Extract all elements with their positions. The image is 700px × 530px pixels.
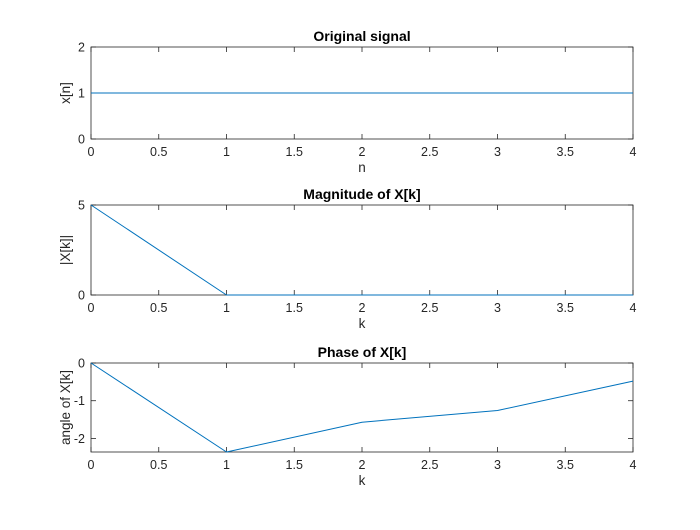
phase-xtick-label: 1 (223, 458, 230, 472)
original-signal-xlabel: n (358, 160, 366, 175)
phase-xtick-label: 3 (494, 458, 501, 472)
subplot-phase: 0 0.5 1 1.5 2 2.5 3 3.5 4 -2 -1 0 Phase of X[k] k angl… (58, 344, 637, 488)
magnitude-xtick-label: 2.5 (421, 301, 438, 315)
magnitude-xtick-label: 2 (359, 301, 366, 315)
original-signal-xtick-label: 4 (630, 145, 637, 159)
original-signal-xtick-label: 1 (223, 145, 230, 159)
phase-xtick-label: 1.5 (286, 458, 303, 472)
phase-xtick-label: 2.5 (421, 458, 438, 472)
original-signal-ytick-label: 1 (78, 87, 85, 101)
phase-ytick-label: 0 (78, 357, 85, 371)
phase-ytick-label: -2 (74, 432, 85, 446)
subplot-magnitude: 0 0.5 1 1.5 2 2.5 3 3.5 4 0 5 Magnitude of X[k] k |X[… (58, 186, 637, 331)
original-signal-ytick-label: 0 (78, 133, 85, 147)
magnitude-xtick-label: 3.5 (557, 301, 574, 315)
original-signal-xtick-label: 2.5 (421, 145, 438, 159)
magnitude-xtick-label: 0.5 (150, 301, 167, 315)
original-signal-title: Original signal (313, 28, 410, 44)
phase-xtick-label: 3.5 (557, 458, 574, 472)
phase-xlabel: k (359, 473, 366, 488)
original-signal-xtick-label: 3 (494, 145, 501, 159)
magnitude-xtick-label: 1 (223, 301, 230, 315)
original-signal-ylabel: x[n] (58, 82, 73, 104)
original-signal-xtick-label: 0.5 (150, 145, 167, 159)
phase-series-line (90, 362, 634, 453)
phase-xtick-label: 0.5 (150, 458, 167, 472)
magnitude-series-line (90, 204, 633, 296)
phase-ytick-label: -1 (74, 394, 85, 408)
phase-xtick-label: 2 (359, 458, 366, 472)
phase-xtick-label: 0 (88, 458, 95, 472)
magnitude-xtick-label: 1.5 (286, 301, 303, 315)
magnitude-xtick-label: 3 (494, 301, 501, 315)
subplot-original-signal: 0 0.5 1 1.5 2 2.5 3 3.5 4 0 1 2 Original signal n x[n] (58, 28, 637, 175)
original-signal-xtick-label: 1.5 (286, 145, 303, 159)
magnitude-xlabel: k (359, 316, 366, 331)
original-signal-xtick-label: 0 (88, 145, 95, 159)
magnitude-title: Magnitude of X[k] (303, 186, 420, 202)
magnitude-ylabel: |X[k]| (58, 235, 73, 265)
phase-ylabel: angle of X[k] (58, 370, 73, 445)
magnitude-ytick-label: 0 (78, 289, 85, 303)
magnitude-ytick-label: 5 (78, 199, 85, 213)
magnitude-axes-box (90, 204, 634, 296)
original-signal-xtick-label: 3.5 (557, 145, 574, 159)
magnitude-xtick-label: 0 (88, 301, 95, 315)
magnitude-xtick-label: 4 (630, 301, 637, 315)
phase-axes-box (90, 362, 634, 453)
phase-xtick-label: 4 (630, 458, 637, 472)
original-signal-xtick-label: 2 (359, 145, 366, 159)
phase-title: Phase of X[k] (318, 344, 407, 360)
original-signal-ytick-label: 2 (78, 41, 85, 55)
